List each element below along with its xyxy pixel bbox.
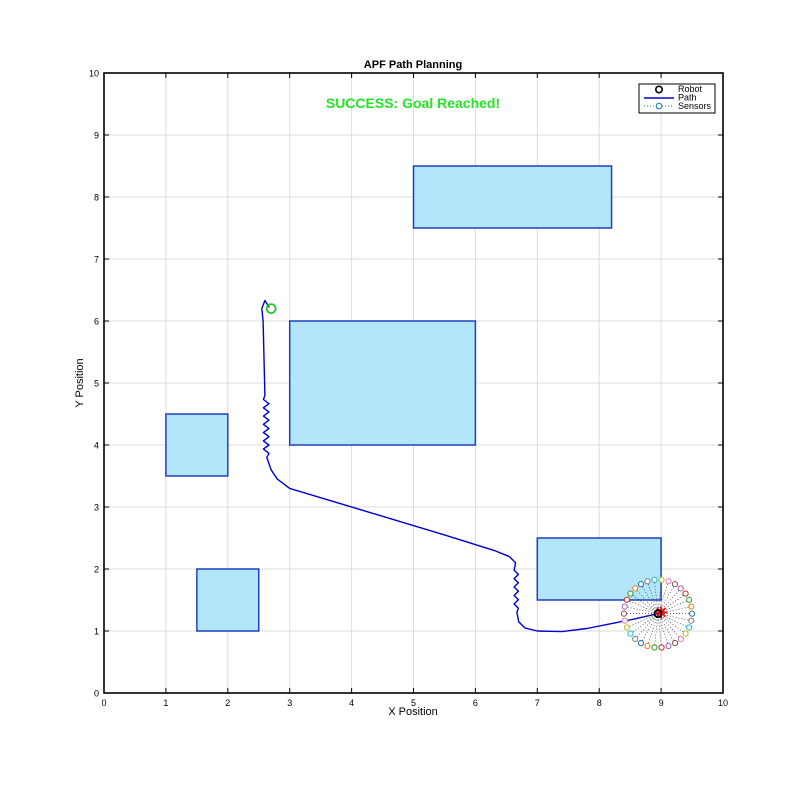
sensor-ray [626,613,659,628]
sensor-point [686,596,693,603]
robot-marker [653,609,663,619]
legend-label-robot: Robot [678,84,703,94]
x-tick-label: 0 [101,698,106,708]
obstacle [196,568,260,632]
x-tick-label: 4 [349,698,354,708]
ticks: 0 1 2 3 4 5 6 7 8 9 10 0 1 2 3 4 5 6 7 8 9 10 [89,69,728,709]
sensor-point [688,603,695,610]
chart-title: APF Path Planning [364,59,462,71]
sensor-point [686,624,693,631]
goal-marker [265,303,277,315]
sensor-point [658,576,665,583]
sensor-point [677,585,684,592]
status-text: SUCCESS: Goal Reached! [326,95,500,111]
obstacle [536,537,662,601]
sensor-point [621,617,628,624]
y-tick-label: 4 [94,441,99,451]
sensor-ray [657,613,669,647]
y-tick-label: 2 [94,565,99,575]
sensor-point [688,610,696,617]
legend: Robot Path Sensors [638,83,716,114]
sensor-point [644,642,651,650]
sensor-point [682,590,689,597]
sensor-point [688,617,695,624]
sensor-point [665,642,672,650]
markers [265,303,696,651]
legend-label-path: Path [678,93,697,103]
sensor-point [637,581,645,588]
x-tick-label: 1 [163,698,168,708]
sensor-point [627,590,634,597]
x-tick-label: 6 [473,698,478,708]
legend-sensors-marker [655,102,663,110]
sensor-point [671,581,679,588]
sensor-ray [640,613,659,644]
sensor-ray [626,599,659,614]
sensor-point [682,630,689,637]
y-axis-label: Y Position [74,358,86,407]
x-tick-label: 8 [597,698,602,708]
y-tick-label: 9 [94,131,99,141]
x-tick-label: 3 [287,698,292,708]
legend-robot-marker [654,85,663,94]
obstacles [165,165,662,632]
sensor-point [627,630,634,637]
obstacle [165,413,229,477]
y-tick-label: 8 [94,193,99,203]
robot-path [261,299,659,633]
sensor-point [651,576,658,583]
y-tick-label: 10 [89,69,99,79]
obstacle [412,165,613,229]
sensor-point [632,635,639,643]
sensor-point [677,635,684,643]
sensor-point [623,596,631,603]
x-tick-label: 2 [225,698,230,708]
y-tick-label: 5 [94,379,99,389]
x-tick-label: 10 [718,698,728,708]
y-tick-label: 7 [94,255,99,265]
x-tick-label: 5 [411,698,416,708]
legend-box [638,83,716,114]
x-tick-label: 9 [659,698,664,708]
legend-label-sensors: Sensors [678,101,712,111]
sensor-point [665,578,672,585]
sensor-point [658,644,665,651]
obstacle [288,320,477,446]
sensor-point [621,603,628,610]
sensor-point [632,585,639,592]
sensor-point [644,578,651,585]
x-tick-label: 7 [535,698,540,708]
y-tick-label: 1 [94,627,99,637]
sensor-ray [647,613,659,647]
sensor-ray [657,613,690,628]
sensor-point [637,640,645,647]
sensor-point [623,624,631,631]
y-tick-label: 6 [94,317,99,327]
path-layer [261,299,659,633]
sensor-point [671,640,679,647]
sensor-point [620,610,628,617]
y-tick-label: 0 [94,689,99,699]
y-tick-label: 3 [94,503,99,513]
sensor-point [651,644,658,651]
x-axis-label: X Position [388,706,438,718]
